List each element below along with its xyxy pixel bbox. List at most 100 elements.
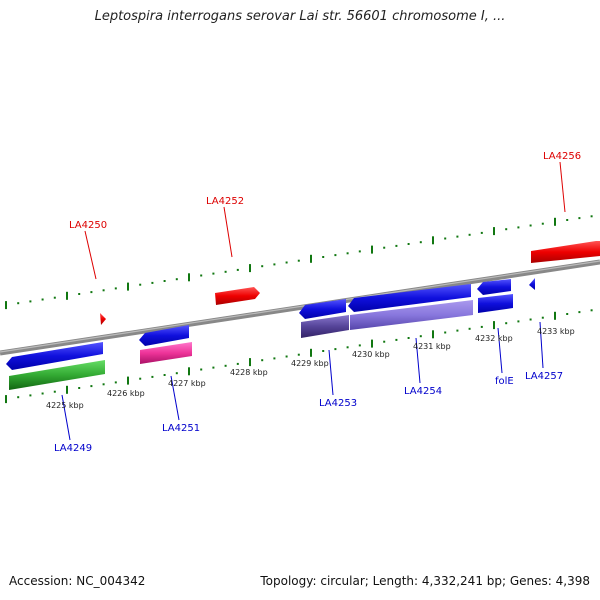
scale-label-4231: 4231 kbp <box>413 342 451 351</box>
upper-tick-mark <box>127 282 129 291</box>
upper-tick-mark <box>297 259 300 262</box>
cds-la4254-bar[interactable] <box>350 300 473 330</box>
lower-tick-mark <box>200 368 203 371</box>
gene-label-la4256[interactable]: LA4256 <box>543 151 581 162</box>
upper-tick-mark <box>17 302 20 305</box>
upper-tick-mark <box>285 261 288 264</box>
gene-label-la4257[interactable]: LA4257 <box>525 371 563 382</box>
gene-la4257-arrow[interactable] <box>529 278 535 290</box>
reverse-gene-track <box>6 278 535 390</box>
upper-tick-mark <box>53 296 56 299</box>
lower-tick-mark <box>29 394 32 397</box>
upper-tick-mark <box>224 270 227 273</box>
upper-tick-mark <box>493 227 495 236</box>
upper-tick-mark <box>407 243 410 245</box>
upper-tick-mark <box>419 241 422 244</box>
scale-label-4232: 4232 kbp <box>475 334 513 343</box>
scale-label-4230: 4230 kbp <box>352 350 390 359</box>
upper-tick-mark <box>249 264 251 273</box>
upper-tick-mark <box>90 291 93 294</box>
upper-tick-mark <box>139 283 142 286</box>
reverse-gene-leaders <box>61 321 544 441</box>
scale-label-4226: 4226 kbp <box>107 389 145 398</box>
upper-tick-mark <box>212 272 215 275</box>
cds-la4249-bar[interactable] <box>9 360 105 390</box>
lower-tick-mark <box>310 348 312 357</box>
upper-tick-mark <box>334 254 337 257</box>
map-title: Leptospira interrogans serovar Lai str. … <box>94 9 506 24</box>
lower-tick-mark <box>297 353 300 356</box>
gene-label-la4249[interactable]: LA4249 <box>54 443 92 454</box>
forward-gene-track <box>100 241 600 325</box>
upper-tick-mark <box>371 245 373 254</box>
gene-la4249-arrow[interactable] <box>6 342 103 370</box>
lower-tick-mark <box>78 387 81 389</box>
gene-la4253-arrow[interactable] <box>299 299 346 319</box>
lower-tick-mark <box>358 344 361 347</box>
lower-tick-mark <box>554 311 556 320</box>
lower-tick-mark <box>419 335 422 338</box>
lower-tick-mark <box>53 390 56 393</box>
upper-tick-mark <box>163 280 166 282</box>
lower-tick-mark <box>480 325 483 328</box>
lower-tick-mark <box>566 313 569 315</box>
cds-fole-bar[interactable] <box>478 294 513 313</box>
upper-tick-mark <box>29 300 32 303</box>
upper-tick-mark <box>566 219 569 221</box>
lower-tick-mark <box>41 392 44 395</box>
lower-tick-mark <box>224 364 227 367</box>
lower-tick-mark <box>90 385 93 388</box>
upper-tick-mark <box>41 298 44 301</box>
lower-tick-mark <box>249 358 251 367</box>
gene-la4251-arrow[interactable] <box>139 325 189 346</box>
gene-label-la4251[interactable]: LA4251 <box>162 423 200 434</box>
gene-label-fole[interactable]: folE <box>495 376 514 387</box>
scale-label-4225: 4225 kbp <box>46 401 84 410</box>
upper-tick-mark <box>578 217 581 220</box>
upper-tick-mark <box>310 254 312 263</box>
lower-tick-mark <box>261 359 264 362</box>
lower-tick-mark <box>66 385 68 394</box>
lower-tick-mark <box>407 337 410 339</box>
lower-tick-mark <box>139 377 142 380</box>
upper-tick-mark <box>236 268 239 271</box>
lower-tick-mark <box>505 322 508 325</box>
lower-tick-mark <box>578 311 581 314</box>
scale-label-4233: 4233 kbp <box>537 327 575 336</box>
lower-tick-mark <box>127 376 129 385</box>
upper-tick-mark <box>114 287 117 290</box>
gene-label-la4253[interactable]: LA4253 <box>319 398 357 409</box>
upper-tick-mark <box>188 273 190 282</box>
upper-tick-mark <box>505 228 508 231</box>
gene-label-la4252[interactable]: LA4252 <box>206 196 244 207</box>
lower-tick-mark <box>346 346 349 349</box>
lower-tick-mark <box>175 372 178 375</box>
gene-label-la4254[interactable]: LA4254 <box>404 386 442 397</box>
gene-la4256-arrow[interactable] <box>531 241 600 263</box>
gene-label-la4250[interactable]: LA4250 <box>69 220 107 231</box>
upper-tick-mark <box>358 250 361 253</box>
scale-label-4229: 4229 kbp <box>291 359 329 368</box>
gene-la4254-arrow[interactable] <box>348 284 471 312</box>
upper-tick-mark <box>200 274 203 277</box>
gene-fole-arrow[interactable] <box>477 279 511 295</box>
gene-la4250-arrow[interactable] <box>100 313 106 325</box>
cds-la4253-bar[interactable] <box>301 315 349 338</box>
lower-tick-mark <box>212 366 215 369</box>
upper-tick-mark <box>261 265 264 268</box>
upper-tick-mark <box>480 231 483 234</box>
upper-tick-mark <box>444 237 447 240</box>
forward-gene-leaders <box>84 161 566 280</box>
lower-tick-mark <box>114 381 117 384</box>
lower-tick-mark <box>285 355 288 358</box>
lower-tick-mark <box>517 320 520 323</box>
upper-tick-mark <box>5 301 7 310</box>
upper-tick-mark <box>78 293 81 295</box>
upper-tick-mark <box>590 215 593 218</box>
lower-tick-mark <box>541 316 544 319</box>
gene-la4252-arrow[interactable] <box>215 287 260 305</box>
lower-tick-mark <box>163 374 166 376</box>
upper-tick-mark <box>554 217 556 226</box>
cds-la4251-bar[interactable] <box>140 342 192 364</box>
